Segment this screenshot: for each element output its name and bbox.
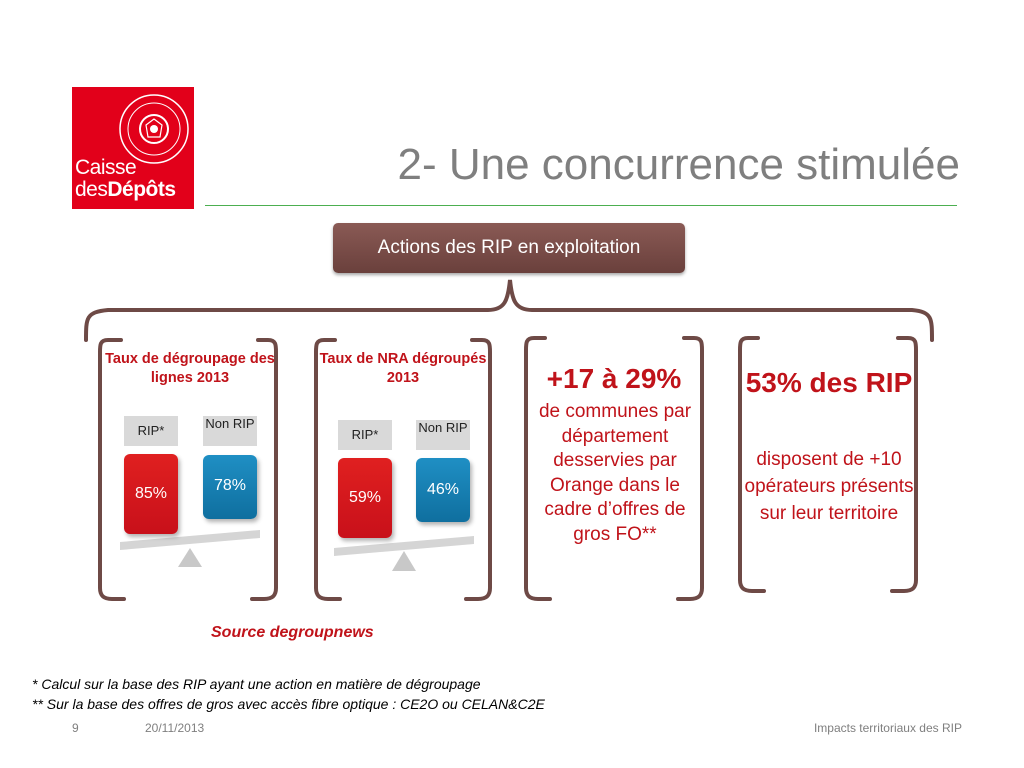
- panel-2-non-rip-label: Non RIP: [416, 420, 470, 450]
- panel-1-rip-label: RIP*: [124, 416, 178, 446]
- panel-4-right-bracket: [890, 336, 918, 593]
- panel-3-left-bracket: [524, 336, 552, 601]
- curly-brace: [84, 279, 934, 342]
- panel-3-right-bracket: [676, 336, 704, 601]
- seesaw-plank-1: [120, 530, 260, 550]
- seesaw-plank-2: [334, 536, 474, 556]
- footer-date: 20/11/2013: [145, 721, 205, 735]
- title-divider: [205, 205, 957, 206]
- footer-title: Impacts territoriaux des RIP: [813, 721, 962, 735]
- page-number: 9: [72, 721, 79, 735]
- panel-3-body: de communes par département desservies p…: [538, 401, 692, 545]
- panel-1-non-rip-bar: 78%: [203, 455, 257, 519]
- logo-line-2: desDépôts: [75, 178, 176, 201]
- panel-3-headline: +17 à 29%: [546, 363, 682, 394]
- panel-1-rip-bar: 85%: [124, 454, 178, 534]
- panel-4-body: disposent de +10 opérateurs présents sur…: [744, 449, 914, 524]
- panel-2-left-bracket: [314, 338, 342, 601]
- caisse-des-depots-logo: Caisse desDépôts: [72, 87, 194, 209]
- slide-title: 2- Une concurrence stimulée: [397, 140, 960, 189]
- panel-2-rip-label: RIP*: [338, 420, 392, 450]
- panel-2-rip-bar: 59%: [338, 458, 392, 538]
- actions-header-box: Actions des RIP en exploitation: [333, 223, 685, 273]
- panel-2-non-rip-bar: 46%: [416, 458, 470, 522]
- footnote-2: ** Sur la base des offres de gros avec a…: [32, 696, 545, 712]
- panel-4-headline: 53% des RIP: [745, 367, 913, 398]
- footnote-1: * Calcul sur la base des RIP ayant une a…: [32, 676, 481, 692]
- source-note: Source degroupnews: [211, 624, 374, 641]
- panel-4-left-bracket: [738, 336, 766, 593]
- panel-1-title: Taux de dégroupage des lignes 2013: [105, 351, 275, 386]
- seal-icon: [119, 94, 189, 164]
- panel-1-left-bracket: [98, 338, 126, 601]
- seesaw-pivot-1: [178, 548, 202, 567]
- panel-2-right-bracket: [464, 338, 492, 601]
- panel-2-title: Taux de NRA dégroupés 2013: [319, 351, 487, 386]
- seesaw-pivot-2: [392, 551, 416, 571]
- panel-1-non-rip-label: Non RIP: [203, 416, 257, 446]
- panel-1-right-bracket: [250, 338, 278, 601]
- logo-line-1: Caisse: [75, 156, 137, 179]
